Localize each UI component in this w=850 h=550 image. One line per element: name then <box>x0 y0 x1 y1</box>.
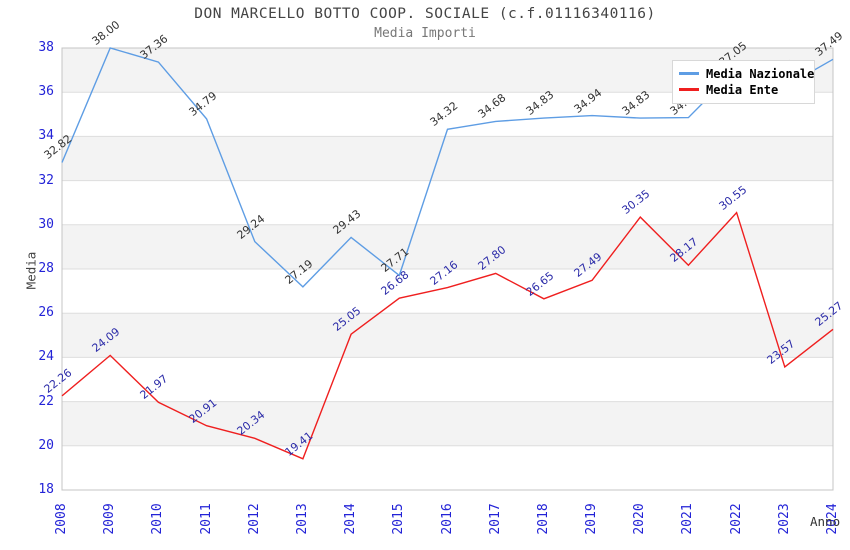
plot-band <box>62 136 833 181</box>
x-tick-label: 2023 <box>776 503 792 535</box>
x-tick-label: 2019 <box>584 503 600 535</box>
x-tick-label: 2016 <box>439 503 455 535</box>
legend: Media Nazionale Media Ente <box>672 60 815 104</box>
y-tick-label: 26 <box>38 305 54 321</box>
x-tick-label: 2022 <box>728 503 744 535</box>
legend-line-icon-red <box>679 88 699 91</box>
plot-band <box>62 313 833 358</box>
chart-title: DON MARCELLO BOTTO COOP. SOCIALE (c.f.01… <box>194 6 656 22</box>
legend-line-icon-blue <box>679 72 699 75</box>
y-axis-title: Media <box>23 251 39 290</box>
y-tick-label: 34 <box>38 128 54 144</box>
x-tick-label: 2012 <box>246 503 262 535</box>
x-tick-label: 2010 <box>150 503 166 535</box>
x-axis-title: Anno <box>810 514 841 529</box>
x-tick-label: 2013 <box>294 503 310 535</box>
y-tick-label: 24 <box>38 349 54 365</box>
y-tick-label: 38 <box>38 40 54 55</box>
x-tick-label: 2009 <box>102 503 118 535</box>
x-tick-label: 2021 <box>680 503 696 535</box>
x-tick-label: 2020 <box>632 503 648 535</box>
legend-label: Media Ente <box>706 82 779 97</box>
x-tick-label: 2008 <box>54 503 69 535</box>
y-tick-label: 18 <box>38 482 54 497</box>
y-tick-label: 32 <box>38 172 54 188</box>
chart-subtitle: Media Importi <box>374 26 476 41</box>
x-tick-label: 2011 <box>198 503 214 535</box>
y-tick-label: 36 <box>38 84 54 100</box>
legend-label: Media Nazionale <box>706 66 815 81</box>
series-line-1 <box>61 211 834 460</box>
y-tick-label: 30 <box>38 216 54 232</box>
x-tick-label: 2014 <box>343 503 359 535</box>
legend-item-media-nazionale: Media Nazionale <box>673 66 814 81</box>
x-tick-label: 2017 <box>487 503 503 535</box>
x-tick-label: 2015 <box>391 503 407 535</box>
y-tick-label: 28 <box>38 261 54 276</box>
y-tick-label: 20 <box>38 437 54 453</box>
legend-item-media-ente: Media Ente <box>673 82 814 97</box>
x-tick-label: 2018 <box>535 503 551 535</box>
plot-band <box>62 401 833 446</box>
plot-border <box>61 47 834 491</box>
y-tick-label: 22 <box>38 393 54 409</box>
